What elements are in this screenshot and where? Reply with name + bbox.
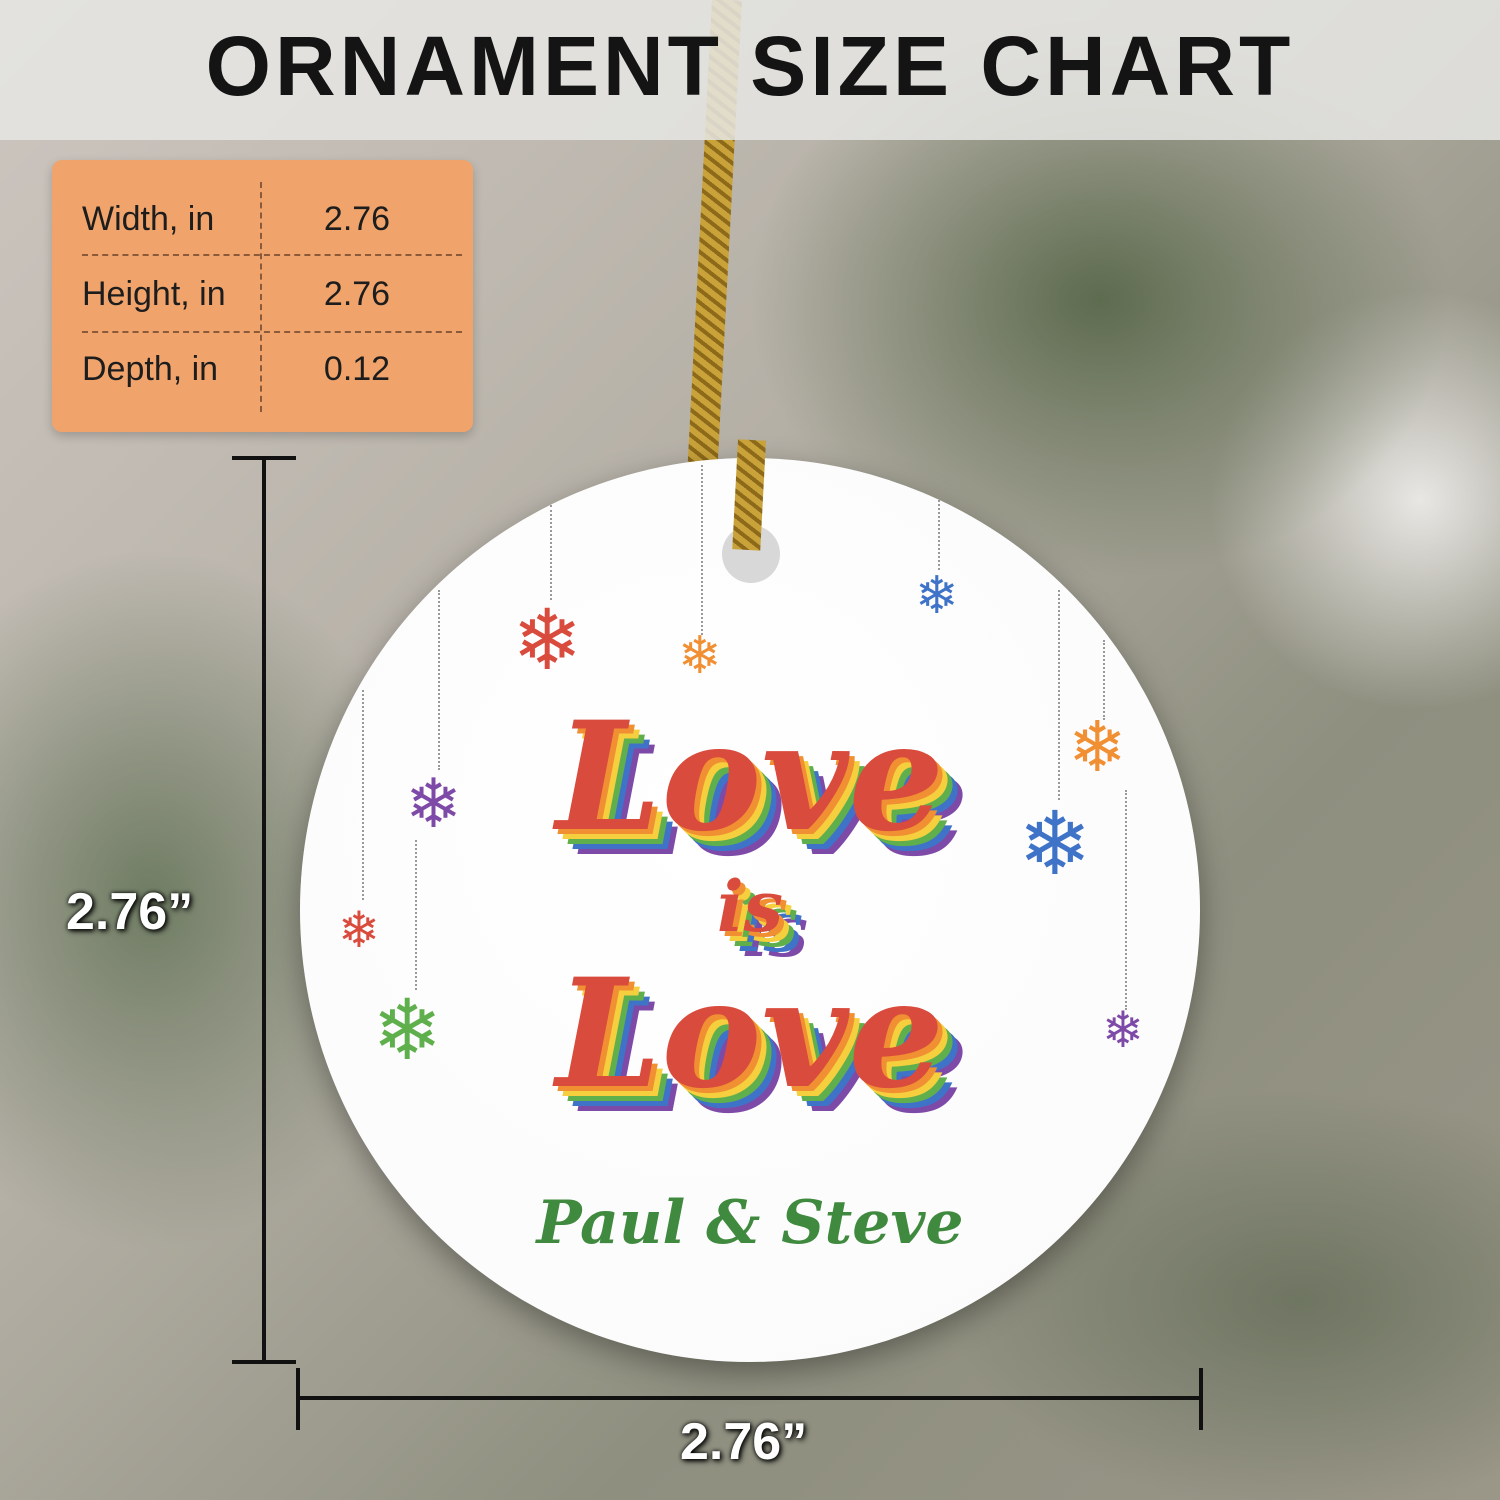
- snowflake-icon: ❄: [372, 983, 443, 1077]
- height-label: 2.76”: [66, 883, 194, 941]
- row-label: Depth, in: [82, 349, 219, 388]
- snowflake-icon: ❄: [1068, 708, 1127, 786]
- table-row: Height, in 2.76: [82, 257, 462, 331]
- height-cap-top: [232, 456, 296, 460]
- hanging-thread: [701, 465, 703, 635]
- snowflake-icon: ❄: [338, 902, 380, 958]
- ornament: [300, 458, 1200, 1362]
- row-label: Height, in: [82, 274, 226, 313]
- love-text-bottom: Love: [555, 946, 945, 1122]
- row-value: 0.12: [323, 349, 391, 388]
- width-cap-right: [1199, 1368, 1203, 1430]
- hanging-thread: [938, 500, 940, 570]
- size-table: Width, in 2.76 Height, in 2.76 Depth, in…: [52, 160, 473, 432]
- snowflake-icon: ❄: [1102, 1002, 1144, 1058]
- snowflake-icon: ❄: [405, 766, 462, 842]
- snowflake-icon: ❄: [512, 593, 583, 687]
- personalized-names: Paul & Steve: [536, 1188, 964, 1258]
- love-text-top: Love: [555, 689, 945, 865]
- page-title: ORNAMENT SIZE CHART: [205, 19, 1295, 113]
- string-loop: [732, 439, 766, 551]
- row-divider: [82, 254, 462, 256]
- row-value: 2.76: [323, 274, 391, 313]
- row-value: 2.76: [323, 199, 391, 238]
- table-row: Width, in 2.76: [82, 182, 462, 256]
- hanging-thread: [1058, 590, 1060, 800]
- hanging-thread: [438, 590, 440, 770]
- width-dimension-line: [297, 1396, 1202, 1400]
- is-text: is: [716, 865, 783, 948]
- hanging-thread: [1125, 790, 1127, 1010]
- hanging-thread: [415, 840, 417, 990]
- title-band: [0, 0, 1500, 140]
- width-label: 2.76”: [680, 1413, 808, 1471]
- snowflake-icon: ❄: [678, 627, 722, 685]
- height-cap-bottom: [232, 1360, 296, 1364]
- hanging-thread: [1103, 640, 1105, 720]
- width-cap-left: [296, 1368, 300, 1430]
- snowflake-icon: ❄: [1018, 794, 1092, 893]
- hanging-thread: [362, 690, 364, 900]
- hanging-thread: [550, 505, 552, 600]
- snowflake-icon: ❄: [915, 567, 959, 625]
- table-row: Depth, in 0.12: [82, 332, 462, 406]
- column-divider: [260, 182, 262, 412]
- row-label: Width, in: [82, 199, 215, 238]
- height-dimension-line: [262, 458, 266, 1362]
- row-divider: [82, 331, 462, 333]
